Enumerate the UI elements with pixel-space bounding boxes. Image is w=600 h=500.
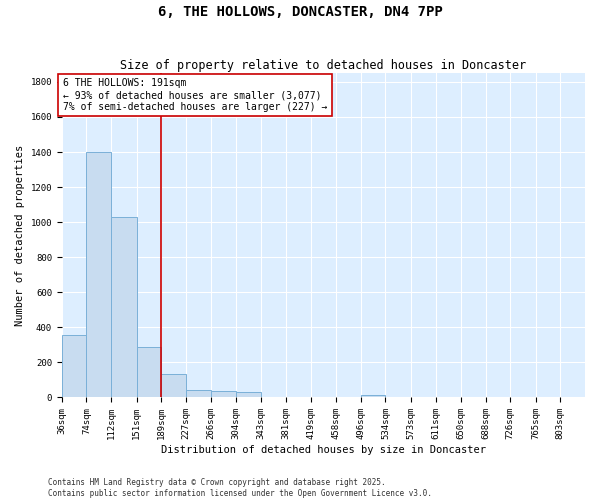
X-axis label: Distribution of detached houses by size in Doncaster: Distribution of detached houses by size … [161, 445, 486, 455]
Bar [236, 392, 262, 398]
Bar [361, 395, 385, 398]
Text: 6, THE HOLLOWS, DONCASTER, DN4 7PP: 6, THE HOLLOWS, DONCASTER, DN4 7PP [158, 5, 442, 19]
Bar [211, 392, 236, 398]
Bar [137, 346, 161, 398]
Bar [111, 217, 137, 398]
Y-axis label: Number of detached properties: Number of detached properties [15, 144, 25, 326]
Text: Contains HM Land Registry data © Crown copyright and database right 2025.
Contai: Contains HM Land Registry data © Crown c… [48, 478, 432, 498]
Bar [86, 152, 111, 398]
Text: 6 THE HOLLOWS: 191sqm
← 93% of detached houses are smaller (3,077)
7% of semi-de: 6 THE HOLLOWS: 191sqm ← 93% of detached … [63, 78, 328, 112]
Bar [186, 390, 211, 398]
Bar [62, 334, 86, 398]
Bar [161, 374, 186, 398]
Title: Size of property relative to detached houses in Doncaster: Size of property relative to detached ho… [121, 59, 526, 72]
